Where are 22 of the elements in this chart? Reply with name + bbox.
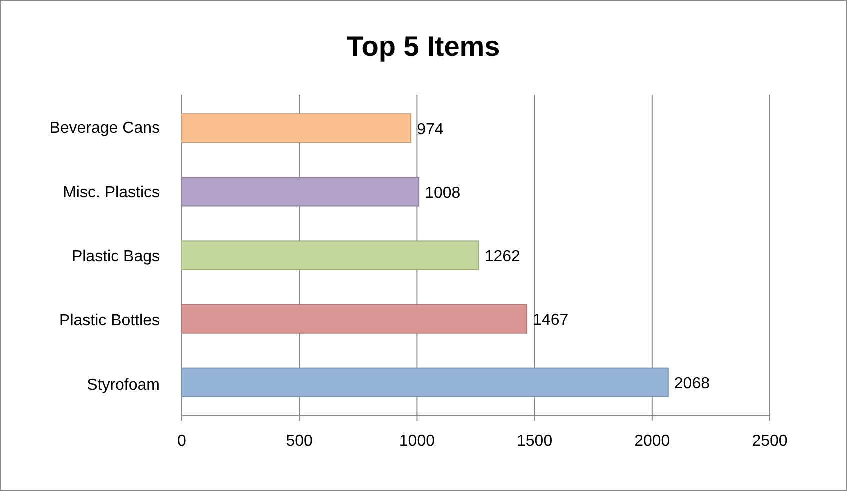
data-label: 1262 [484,248,521,266]
x-tick-label: 500 [286,433,314,450]
data-label: 1008 [425,184,461,202]
data-label: 2068 [674,376,710,393]
y-tick-label: Beverage Cans [50,120,160,138]
data-label: 1467 [533,312,569,330]
chart-title: Top 5 Items [346,31,500,62]
x-tick-label: 0 [178,433,187,450]
data-label: 974 [417,121,444,138]
bar [182,368,669,398]
bar [182,304,528,334]
y-tick-label: Plastic Bags [72,248,160,266]
y-tick-label: Plastic Bottles [60,312,160,330]
y-tick-label: Misc. Plastics [63,184,160,202]
x-tick-label: 2500 [752,433,788,450]
x-tick-label: 2000 [634,433,670,450]
y-tick-label: Styrofoam [87,376,160,394]
bar [182,240,480,270]
x-tick-label: 1500 [517,433,553,450]
bar [182,177,420,207]
x-tick-label: 1000 [399,433,436,450]
bar [182,114,412,144]
